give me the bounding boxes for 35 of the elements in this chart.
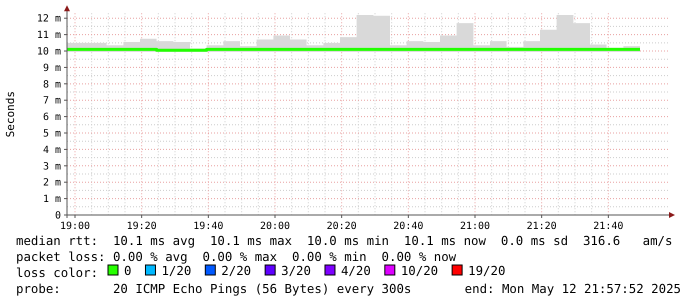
y-tick-label: 6 m [42,112,61,124]
x-tick-label: 20:00 [260,221,290,232]
text: probe: 20 ICMP Echo Pings (56 Bytes) every 300s [16,281,412,296]
y-tick-label: 5 m [42,128,61,140]
y-tick-label: 10 m [36,46,61,58]
text: median rtt: 10.1 ms avg 10.1 ms max 10.0 ms min 10.1 ms now 0.0 ms sd 316.6 am/s [16,233,672,248]
text: 4/20 [340,263,371,278]
text: 10/20 [400,263,438,278]
y-tick-label: 1 m [42,194,61,206]
y-tick-label: 9 m [42,62,61,74]
text: end: Mon May 12 21:57:52 2025 [464,281,681,296]
y-tick-label: 8 m [42,79,61,90]
text: 1/20 [161,263,192,278]
text: loss color: [16,265,98,280]
x-tick-label: 21:00 [460,221,490,232]
y-tick-label: 7 m [42,96,61,107]
text: 19/20 [468,263,506,278]
text: 2/20 [221,263,252,278]
y-tick-label: 0 [54,210,61,222]
x-tick-label: 19:20 [126,221,157,232]
x-tick-label: 21:20 [526,221,557,232]
x-tick-label: 20:40 [393,221,424,232]
y-tick-label: 11 m [36,30,61,42]
text: 3/20 [281,263,311,278]
text: packet loss: 0.00 % avg 0.00 % max 0.00 % min 0.00 % now [16,249,457,264]
y-tick-label: 3 m [42,161,61,172]
x-tick-label: 20:20 [326,221,357,232]
x-tick-label: 19:00 [60,221,90,232]
x-tick-label: 19:40 [193,221,224,232]
text: 0 [124,263,132,278]
y-tick-label: 12 m [36,14,61,25]
x-tick-label: 21:40 [593,221,624,232]
y-axis-title: Seconds [4,90,17,138]
y-tick-label: 2 m [42,178,61,189]
y-tick-label: 4 m [42,144,61,156]
